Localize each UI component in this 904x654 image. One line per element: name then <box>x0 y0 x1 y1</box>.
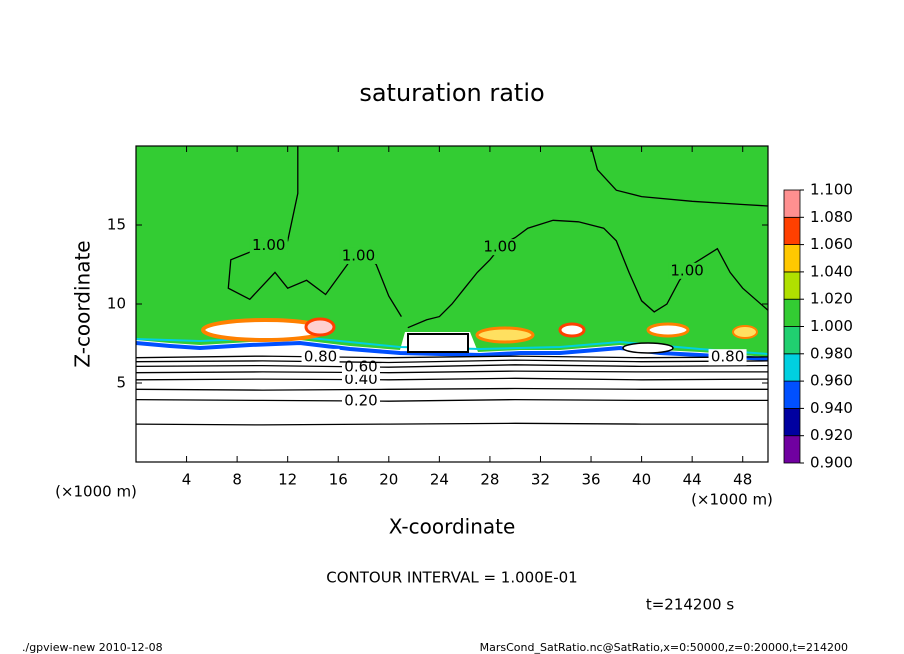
colorbar-label: 0.920 <box>810 426 853 444</box>
x-tick-label: 44 <box>683 471 702 489</box>
x-tick-label: 8 <box>232 471 242 489</box>
colorbar-swatch <box>783 244 801 273</box>
colorbar-swatch <box>783 271 801 300</box>
colorbar-label: 1.060 <box>810 235 853 253</box>
x-unit: (×1000 m) <box>55 483 137 501</box>
colorbar-swatch <box>783 435 801 464</box>
contour-line <box>135 387 768 391</box>
contour-label-bg <box>341 371 380 388</box>
x-tick-label: 20 <box>379 471 398 489</box>
contour-label: 0.60 <box>344 357 377 375</box>
supersat-patch <box>475 326 535 344</box>
contour-label-bg <box>668 262 707 279</box>
contour-line <box>135 398 768 402</box>
x-tick-label: 12 <box>278 471 297 489</box>
cloud-box <box>622 342 674 354</box>
chart-title: saturation ratio <box>359 79 544 107</box>
contour-label: 1.00 <box>483 238 516 256</box>
contour-label-bg <box>481 239 520 256</box>
colorbar-label: 0.900 <box>810 454 853 472</box>
x-tick-label: 16 <box>329 471 348 489</box>
contour-label: 0.20 <box>344 391 377 409</box>
colorbar-swatch <box>783 380 801 409</box>
x-tick-label: 32 <box>531 471 550 489</box>
footer-right: MarsCond_SatRatio.nc@SatRatio,x=0:50000,… <box>480 641 848 654</box>
y-tick-label: 15 <box>107 216 126 234</box>
x-axis-label: X-coordinate <box>389 515 516 539</box>
colorbar-label: 1.000 <box>810 317 853 335</box>
colorbar-label: 0.980 <box>810 344 853 362</box>
y-axis-label: Z-coordinate <box>71 240 95 367</box>
time-label: t=214200 s <box>646 596 734 614</box>
y-tick-label: 5 <box>116 374 126 392</box>
x-tick-label: 28 <box>480 471 499 489</box>
colorbar-swatch <box>783 326 801 355</box>
colorbar-label: 0.940 <box>810 399 853 417</box>
colorbar-swatch <box>783 298 801 327</box>
field-features <box>135 317 769 462</box>
contour-label: 1.00 <box>252 236 285 254</box>
footer-left: ./gpview-new 2010-12-08 <box>22 641 163 654</box>
colorbar-label: 1.040 <box>810 262 853 280</box>
contour-line <box>135 355 769 359</box>
colorbar-label: 0.960 <box>810 372 853 390</box>
contour-label: 1.00 <box>342 246 375 264</box>
contour-interval: CONTOUR INTERVAL = 1.000E-01 <box>326 569 577 587</box>
contour-label: 0.80 <box>304 347 337 365</box>
colorbar-label: 1.100 <box>810 181 853 199</box>
contour-line <box>135 370 768 374</box>
supersat-patch <box>646 322 690 338</box>
colorbar-label: 1.020 <box>810 290 853 308</box>
x-tick-label: 24 <box>430 471 449 489</box>
colorbar-swatch <box>783 407 801 437</box>
supersat-patch <box>732 325 758 339</box>
x-tick-label: 36 <box>581 471 600 489</box>
contour-label-bg <box>339 247 378 264</box>
contour-label-bg <box>249 237 288 254</box>
contour-line <box>135 359 769 364</box>
supersat-patch <box>558 322 586 338</box>
colorbar-label: 1.080 <box>810 208 853 226</box>
supersat-patch <box>304 317 336 337</box>
x-unit: (×1000 m) <box>691 491 773 509</box>
contour-line <box>135 422 768 426</box>
lower-region <box>136 332 768 462</box>
x-tick-label: 40 <box>632 471 651 489</box>
cloud-box <box>407 333 469 353</box>
contour-line <box>135 377 769 381</box>
contour-line <box>135 364 769 368</box>
contours: 0.200.400.600.80 0.801.00 1.001.001.00 <box>135 145 769 426</box>
y-tick-label: 10 <box>107 295 126 313</box>
contour-label-bg <box>341 392 380 409</box>
colorbar-swatch <box>783 216 801 246</box>
colorbar-swatch <box>783 353 801 382</box>
colorbar-swatch <box>783 189 801 218</box>
contour-label-bg <box>301 348 340 365</box>
x-tick-label: 4 <box>182 471 192 489</box>
contour-label: 0.80 <box>711 348 744 366</box>
contour-label-bg <box>708 349 747 366</box>
x-tick-label: 48 <box>733 471 752 489</box>
contour-label: 1.00 <box>670 261 703 279</box>
